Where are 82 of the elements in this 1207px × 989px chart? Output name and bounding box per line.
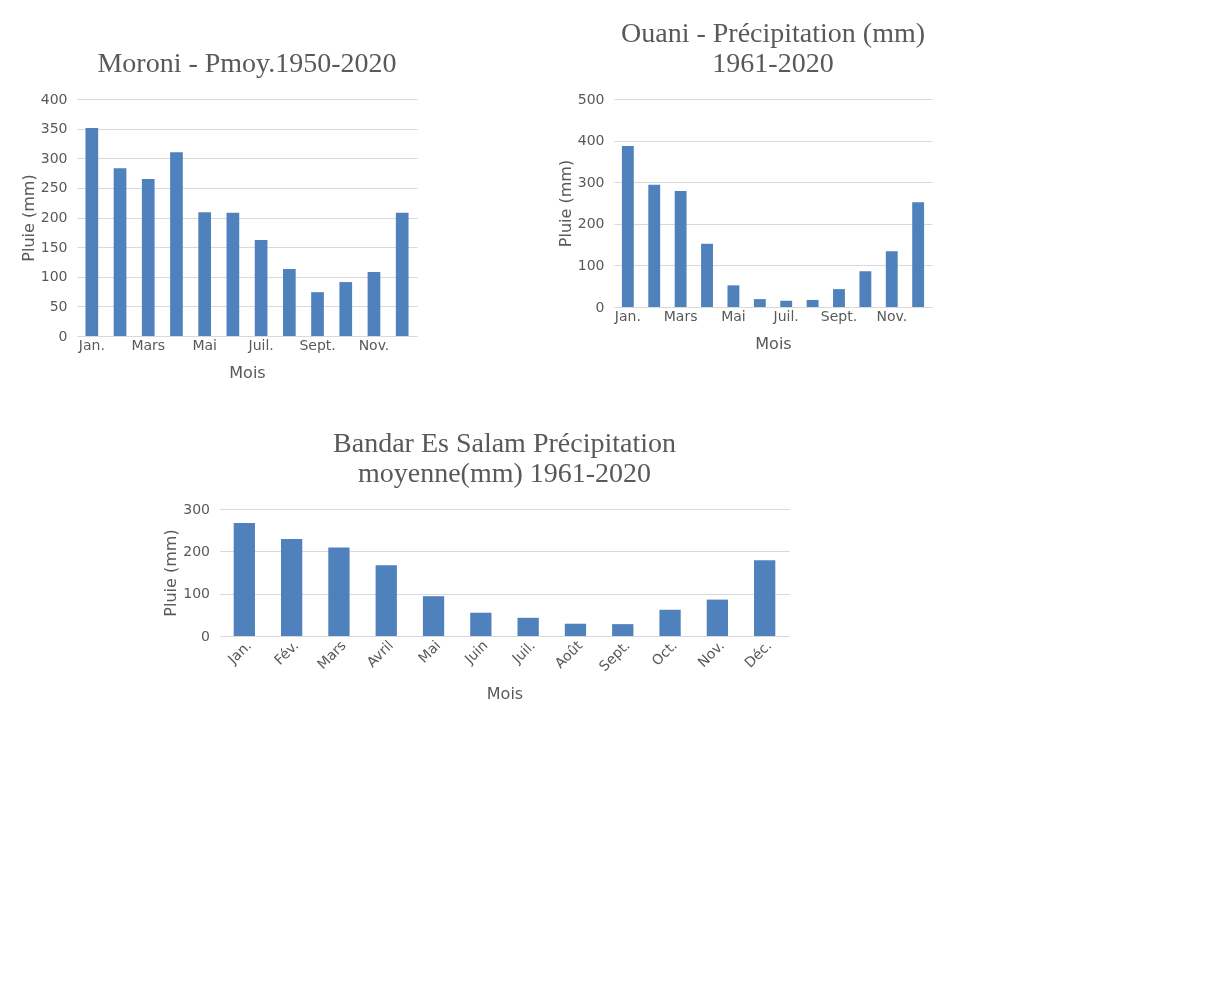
x-tick-label: Mars [131, 336, 166, 353]
x-axis-title: Mois [486, 684, 524, 704]
bar [113, 168, 127, 336]
y-axis-title: Pluie (mm) [161, 529, 181, 617]
bar [395, 212, 409, 336]
bar [282, 269, 296, 336]
x-tick-label: Mai [414, 637, 444, 666]
bar [612, 624, 634, 636]
bar [280, 539, 303, 636]
x-tick-label: Sept. [299, 336, 336, 353]
bar [806, 299, 819, 307]
bar [470, 612, 492, 636]
bar [859, 271, 872, 307]
bar [912, 202, 925, 307]
x-tick-label: Mai [192, 336, 217, 353]
bar [226, 212, 240, 336]
bar [339, 282, 353, 336]
y-axis-title: Pluie (mm) [18, 174, 38, 262]
bar [328, 547, 350, 636]
x-tick-label: Jan. [613, 307, 641, 324]
bar [233, 522, 255, 636]
y-tick-label: 200 [40, 209, 68, 225]
bar [367, 272, 381, 336]
bar [85, 128, 99, 336]
bar [375, 565, 397, 636]
y-tick-label: 300 [577, 173, 605, 190]
bar [517, 617, 539, 636]
bar [648, 184, 661, 307]
y-tick-label: 400 [577, 132, 605, 149]
y-tick-label: 100 [183, 585, 210, 602]
x-tick-label: Fév. [270, 637, 302, 668]
x-tick-label: Juil. [247, 336, 274, 353]
bar [885, 251, 898, 307]
bar [701, 243, 713, 307]
x-tick-label: Jan. [77, 336, 105, 353]
bar [754, 560, 776, 636]
chart-title: Ouani - Précipitation (mm) 1961-2020 [620, 17, 926, 78]
y-tick-label: 0 [58, 327, 68, 344]
y-tick-label: 0 [201, 627, 210, 644]
x-axis-title: Mois [755, 333, 792, 353]
bar [141, 178, 155, 336]
chart-title: Moroni - Pmoy.1950-2020 [97, 47, 397, 78]
y-tick-label: 50 [49, 297, 68, 314]
x-tick-label: Mai [721, 307, 746, 324]
x-tick-label: Nov. [358, 336, 390, 353]
bar [311, 292, 324, 336]
y-tick-label: 200 [577, 215, 605, 232]
y-tick-label: 300 [183, 500, 210, 517]
bar [833, 289, 845, 307]
bar [753, 299, 766, 307]
x-tick-label: Nov. [876, 307, 908, 324]
y-tick-label: 200 [183, 542, 210, 559]
chart-title: Bandar Es Salam Précipitation moyenne(mm) 1961-2020 [333, 427, 676, 488]
bar [674, 190, 687, 307]
bar [422, 596, 445, 636]
x-tick-label: Jan. [223, 637, 255, 668]
bar [727, 285, 740, 307]
y-tick-label: 150 [40, 238, 68, 255]
bar [564, 623, 587, 636]
bar [780, 300, 793, 307]
y-tick-label: 100 [577, 256, 605, 273]
x-tick-label: Sept. [820, 307, 858, 324]
y-axis-title: Pluie (mm) [555, 159, 575, 248]
y-tick-label: 0 [595, 298, 605, 315]
bar [170, 152, 183, 336]
x-tick-label: Nov. [694, 637, 728, 671]
x-tick-label: Mars [663, 307, 698, 324]
y-tick-label: 400 [40, 90, 68, 107]
y-tick-label: 350 [40, 120, 68, 137]
bar [659, 609, 681, 636]
y-tick-label: 250 [40, 179, 68, 196]
bar [254, 240, 268, 336]
x-tick-label: Oct. [648, 637, 680, 669]
x-tick-label: Déc. [740, 637, 775, 671]
x-axis-title: Mois [229, 362, 266, 382]
y-tick-label: 300 [40, 149, 68, 166]
bar [198, 212, 212, 336]
bar [706, 599, 729, 636]
y-tick-label: 500 [577, 90, 605, 107]
y-tick-label: 100 [40, 268, 68, 285]
bar [621, 146, 634, 307]
x-tick-label: Juil. [772, 307, 799, 324]
